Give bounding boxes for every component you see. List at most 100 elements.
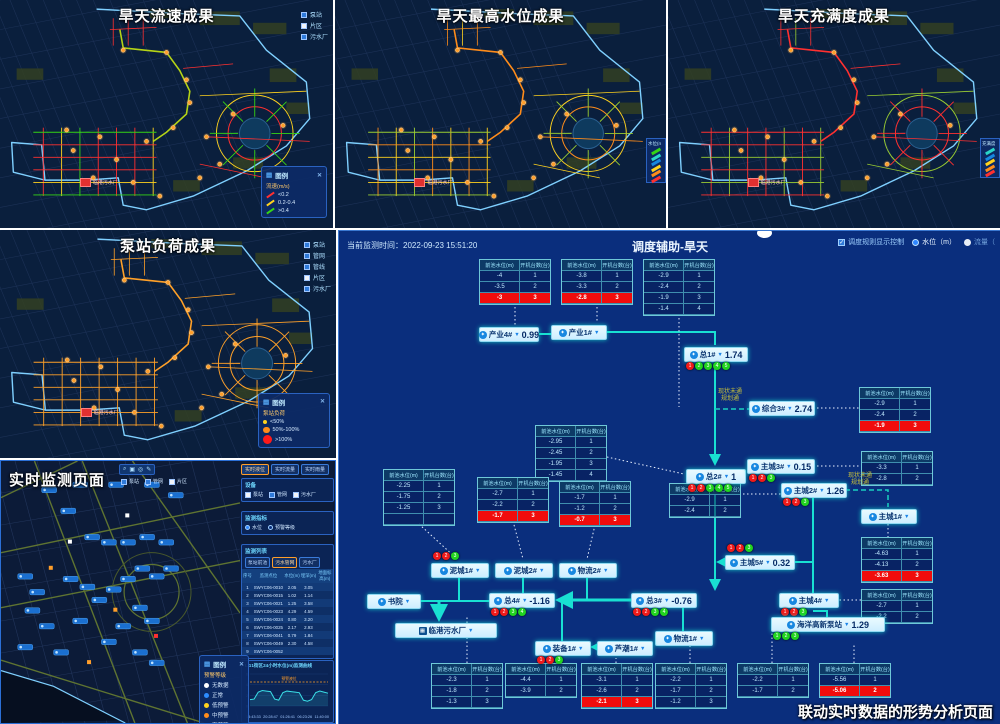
locate-icon[interactable]: ◎ xyxy=(138,467,144,473)
node-书院[interactable]: ✦ 书院 ▼ xyxy=(367,594,421,609)
checkbox-icon[interactable] xyxy=(169,478,176,485)
legend-item: <50% xyxy=(263,419,325,425)
node-主城2#[interactable]: ✦ 主城2# ▼ 1.26 xyxy=(781,483,847,498)
map-canvas[interactable] xyxy=(1,461,240,723)
cell-level: -2.7 xyxy=(478,489,518,500)
device-checkbox[interactable]: 污水厂 xyxy=(293,491,316,498)
tab-实时雨量[interactable]: 实时雨量 xyxy=(301,464,330,475)
map-canvas[interactable] xyxy=(335,0,666,228)
rule-table-row: -1.7 2 xyxy=(738,686,808,697)
rule-display-checkbox[interactable]: ✓ xyxy=(838,238,846,246)
node-主城3#[interactable]: ✦ 主城3# ▼ 0.15 xyxy=(747,459,815,474)
flow-radio[interactable] xyxy=(964,238,971,246)
node-芦潮1#[interactable]: ✦ 芦潮1# ▼ xyxy=(597,641,653,656)
node-总3#[interactable]: ✦ 总3# ▼ -0.76 xyxy=(631,593,697,608)
layers-icon[interactable]: ▣ xyxy=(129,467,136,473)
checkbox-icon[interactable] xyxy=(303,263,310,270)
map-layer-checkbox[interactable]: 片区 xyxy=(169,478,187,485)
map-canvas[interactable] xyxy=(668,0,1000,228)
search-icon[interactable]: ⌕ xyxy=(123,466,127,472)
status-dot: 1 xyxy=(749,474,757,482)
checkbox-icon[interactable] xyxy=(293,491,300,498)
status-dot: 3 xyxy=(509,608,517,616)
checkbox-icon[interactable] xyxy=(145,478,152,485)
device-checkbox[interactable]: 泵站 xyxy=(245,491,263,498)
layer-checkbox-item[interactable]: 管网 xyxy=(303,251,331,260)
node-泥城1#[interactable]: ✦ 泥城1# ▼ xyxy=(431,563,489,578)
checkbox-icon[interactable] xyxy=(303,241,310,248)
checkbox-icon[interactable] xyxy=(303,252,310,259)
layer-checkbox-item[interactable]: 污水厂 xyxy=(300,32,328,41)
node-物流1#[interactable]: ✦ 物流1# ▼ xyxy=(655,631,713,646)
node-主城5#[interactable]: ✦ 主城5# ▼ 0.32 xyxy=(725,555,795,570)
radio-icon[interactable] xyxy=(245,525,250,530)
legend-label: 0.2-0.4 xyxy=(278,200,296,206)
radio-icon[interactable] xyxy=(268,525,274,530)
checkbox-icon[interactable] xyxy=(269,491,276,498)
node-value: -1.16 xyxy=(529,595,550,606)
node-综合3#[interactable]: ✦ 综合3# ▼ 2.74 xyxy=(749,401,815,416)
node-主城4#[interactable]: ✦ 主城4# ▼ xyxy=(779,593,839,608)
table-row: 9 SWYC06-0052 xyxy=(242,647,333,655)
checkbox-icon[interactable] xyxy=(303,285,310,292)
list-filter-button[interactable]: 污水厂 xyxy=(299,557,320,568)
list-filter-button[interactable]: 污水管网 xyxy=(272,557,298,568)
close-icon[interactable]: ✕ xyxy=(238,661,244,668)
rule-table-row: -3.63 3 xyxy=(862,571,932,582)
waterlevel-radio[interactable] xyxy=(912,238,920,246)
checkbox-icon[interactable] xyxy=(300,22,307,29)
layer-checkbox-item[interactable]: 泵站 xyxy=(300,10,328,19)
node-产业1#[interactable]: ✦ 产业1# ▼ xyxy=(551,325,607,340)
checkbox-icon[interactable] xyxy=(303,274,310,281)
panel-title: 实时监测页面 xyxy=(9,472,106,489)
map-layer-checkbox[interactable]: 泵站 xyxy=(121,478,139,485)
plant-label: 临港污水厂 xyxy=(427,179,453,186)
status-dot: 3 xyxy=(767,474,775,482)
indicator-radio[interactable]: 水位 xyxy=(245,524,262,531)
node-label: 综合3# xyxy=(761,404,786,413)
col-header: 开机台数(台) xyxy=(622,664,652,675)
legend-label: >100% xyxy=(275,436,293,443)
status-dot: 3 xyxy=(651,608,659,616)
checkbox-icon[interactable] xyxy=(245,491,251,498)
map-canvas[interactable] xyxy=(0,230,336,458)
map-layer-checkbox[interactable]: 管网 xyxy=(145,478,163,485)
device-checkbox[interactable]: 管网 xyxy=(269,491,287,498)
close-icon[interactable]: ✕ xyxy=(316,172,322,179)
checkbox-icon[interactable] xyxy=(300,11,307,18)
node-总4#[interactable]: ✦ 总4# ▼ -1.16 xyxy=(489,593,555,608)
layer-checkbox-item[interactable]: 泵站 xyxy=(303,240,331,249)
tab-实时流量[interactable]: 实时流量 xyxy=(271,464,300,475)
node-主城1#[interactable]: ✦ 主城1# ▼ xyxy=(861,509,917,524)
pump-icon: ✦ xyxy=(377,597,386,606)
layer-checkbox-item[interactable]: 管线 xyxy=(303,262,331,271)
col-header: 前池水位(m) xyxy=(432,664,472,675)
list-buttons: 泵站前池 污水管网 污水厂 xyxy=(242,556,333,569)
indicator-radio[interactable]: 预警等级 xyxy=(268,524,295,531)
node-value: 2.74 xyxy=(794,403,813,414)
node-泥城2#[interactable]: ✦ 泥城2# ▼ xyxy=(495,563,553,578)
chevron-down-icon: ▼ xyxy=(474,567,481,574)
checkbox-icon[interactable] xyxy=(300,33,307,40)
cell-level: -2.3 xyxy=(432,675,472,686)
node-临港污水厂[interactable]: ▦ 临港污水厂 ▼ xyxy=(395,623,497,638)
measure-icon[interactable]: ✎ xyxy=(146,467,152,473)
node-物流2#[interactable]: ✦ 物流2# ▼ xyxy=(559,563,617,578)
node-海洋高新泵站[interactable]: ✦ 海洋高新泵站 ▼ 1.29 xyxy=(771,617,885,632)
toggle-knob[interactable] xyxy=(757,231,772,238)
map-canvas[interactable] xyxy=(0,0,333,228)
checkbox-icon[interactable] xyxy=(121,478,127,485)
node-产业4#[interactable]: ✦ 产业4# ▼ 0.99 xyxy=(478,327,539,342)
pump-icon: ✦ xyxy=(503,566,512,575)
list-filter-button[interactable]: 泵站前池 xyxy=(245,557,271,568)
layer-checkbox-item[interactable]: 片区 xyxy=(300,21,328,30)
cell-pumps: 2 xyxy=(600,504,630,515)
node-总1#[interactable]: ✦ 总1# ▼ 1.74 xyxy=(684,347,748,362)
node-总2#[interactable]: ✦ 总2# ▼ 1 xyxy=(686,469,746,484)
close-icon[interactable]: ✕ xyxy=(319,399,325,405)
node-装备1#[interactable]: ✦ 装备1# ▼ xyxy=(535,641,591,656)
tab-实时液位[interactable]: 实时液位 xyxy=(241,464,270,475)
layer-checkbox-item[interactable]: 污水厂 xyxy=(303,284,331,293)
layer-checkbox-item[interactable]: 片区 xyxy=(303,273,331,282)
